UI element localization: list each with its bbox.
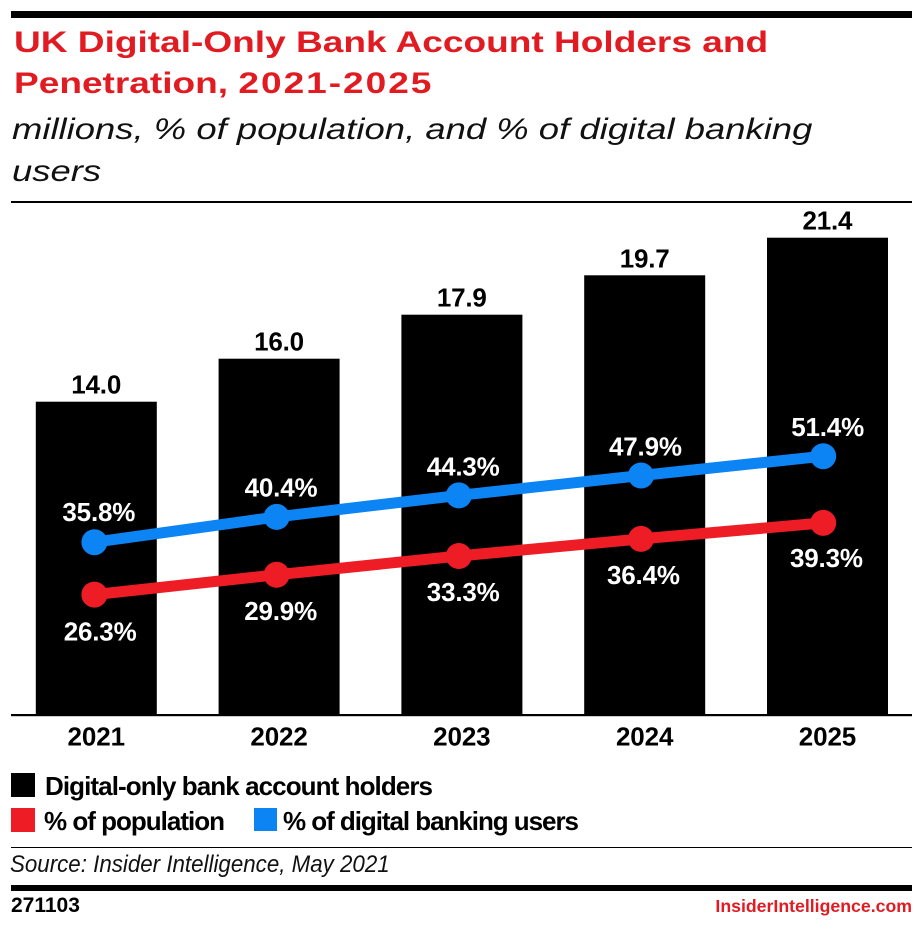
svg-text:17.9: 17.9 (437, 283, 487, 313)
svg-text:21.4: 21.4 (803, 206, 854, 236)
svg-text:% of population: % of population (44, 806, 225, 836)
svg-text:51.4%: 51.4% (791, 412, 864, 442)
svg-text:47.9%: 47.9% (609, 432, 682, 462)
svg-text:26.3%: 26.3% (64, 617, 137, 647)
svg-text:2021: 2021 (68, 721, 126, 751)
svg-text:33.3%: 33.3% (427, 577, 500, 607)
svg-text:14.0: 14.0 (71, 370, 121, 400)
svg-text:16.0: 16.0 (254, 327, 304, 357)
svg-text:44.3%: 44.3% (427, 451, 500, 481)
svg-text:36.4%: 36.4% (607, 560, 680, 590)
svg-text:39.3%: 39.3% (790, 543, 863, 573)
svg-text:40.4%: 40.4% (245, 472, 318, 502)
svg-text:2023: 2023 (433, 721, 491, 751)
svg-text:29.9%: 29.9% (244, 596, 317, 626)
svg-text:35.8%: 35.8% (62, 497, 135, 527)
svg-text:Digital-only bank account hold: Digital-only bank account holders (45, 771, 433, 801)
svg-text:% of digital banking users: % of digital banking users (283, 806, 579, 836)
svg-text:2025: 2025 (799, 721, 857, 751)
svg-text:2022: 2022 (250, 721, 308, 751)
svg-text:2024: 2024 (616, 721, 674, 751)
svg-text:19.7: 19.7 (620, 243, 670, 273)
